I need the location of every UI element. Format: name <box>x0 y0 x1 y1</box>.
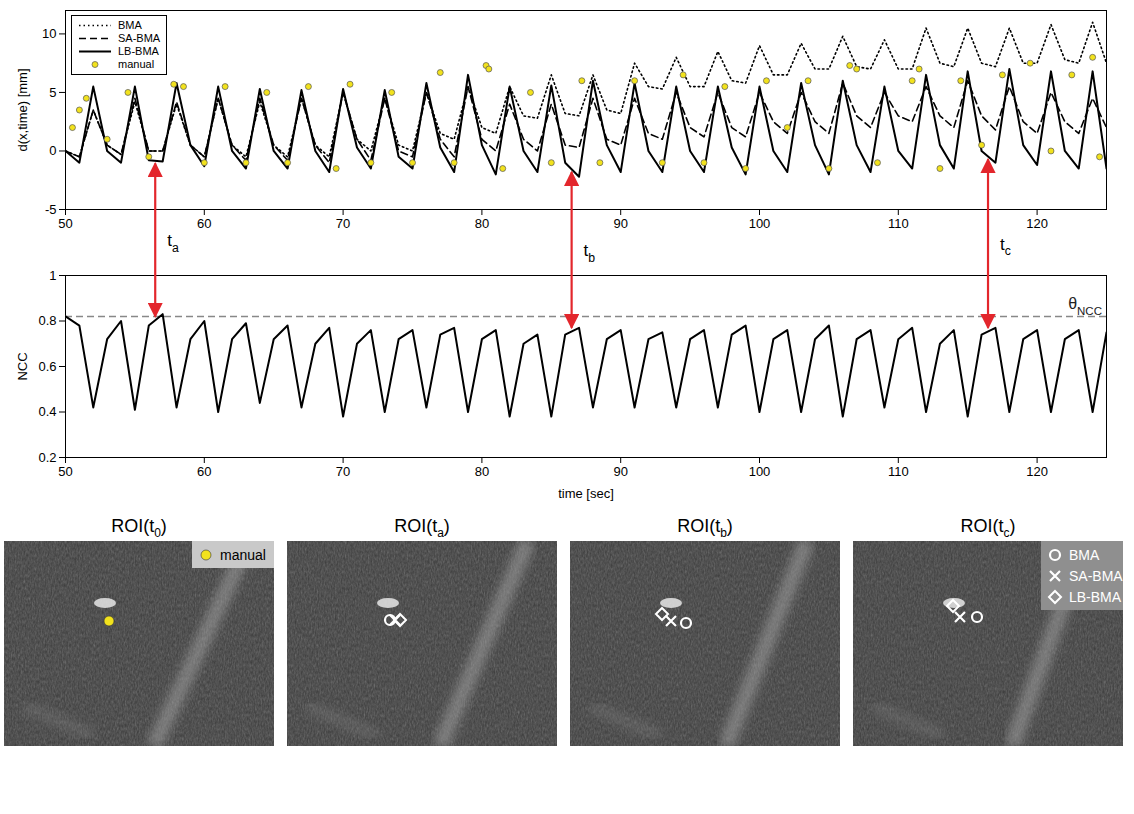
svg-text:0.6: 0.6 <box>38 359 56 374</box>
svg-text:90: 90 <box>613 216 627 231</box>
html-text:ROI(tb): ROI(tb) <box>677 516 733 540</box>
svg-text:tc: tc <box>1000 235 1011 259</box>
svg-text:110: 110 <box>888 464 909 479</box>
svg-text:SA-BMA: SA-BMA <box>1069 568 1123 584</box>
svg-text:BMA: BMA <box>1069 547 1100 563</box>
svg-text:θNCC: θNCC <box>1068 295 1102 317</box>
svg-text:70: 70 <box>336 216 350 231</box>
svg-text:90: 90 <box>613 464 627 479</box>
svg-text:0.4: 0.4 <box>38 404 56 419</box>
svg-text:50: 50 <box>58 216 72 231</box>
svg-text:60: 60 <box>197 464 211 479</box>
svg-text:LB-BMA: LB-BMA <box>1069 589 1122 605</box>
svg-text:5: 5 <box>49 85 56 100</box>
html-text:ROI(ta): ROI(ta) <box>394 516 450 540</box>
svg-text:ta: ta <box>167 231 179 255</box>
svg-text:100: 100 <box>749 464 771 479</box>
svg-text:50: 50 <box>58 464 72 479</box>
svg-text:time [sec]: time [sec] <box>558 486 614 501</box>
svg-text:100: 100 <box>749 216 771 231</box>
svg-text:0: 0 <box>49 143 56 158</box>
html-text:ROI(tc): ROI(tc) <box>960 516 1016 540</box>
html-text:ROI(t0): ROI(t0) <box>111 516 167 540</box>
svg-text:manual: manual <box>220 547 266 563</box>
svg-text:80: 80 <box>475 464 489 479</box>
svg-text:d(x,time) [mm]: d(x,time) [mm] <box>15 68 30 151</box>
svg-text:120: 120 <box>1026 216 1048 231</box>
html-text:manual: manual <box>118 58 155 70</box>
html-text:LB-BMA: LB-BMA <box>118 45 159 57</box>
svg-text:-5: -5 <box>45 202 57 217</box>
html-text:SA-BMA: SA-BMA <box>118 32 161 44</box>
svg-text:1: 1 <box>49 268 56 283</box>
svg-text:120: 120 <box>1026 464 1048 479</box>
svg-text:60: 60 <box>197 216 211 231</box>
svg-text:0.8: 0.8 <box>38 313 56 328</box>
svg-text:110: 110 <box>888 216 909 231</box>
svg-text:10: 10 <box>42 26 56 41</box>
svg-text:80: 80 <box>475 216 489 231</box>
svg-text:tb: tb <box>584 241 596 265</box>
svg-text:0.2: 0.2 <box>38 450 56 465</box>
svg-text:70: 70 <box>336 464 350 479</box>
svg-text:NCC: NCC <box>15 352 30 380</box>
html-text:BMA: BMA <box>118 19 142 31</box>
